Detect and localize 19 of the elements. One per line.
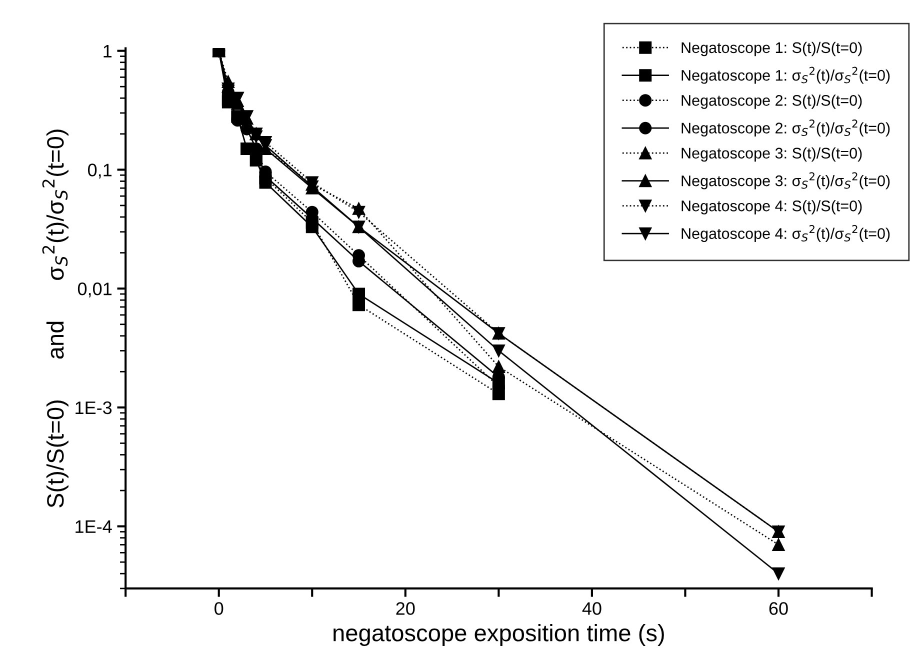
x-axis-title: negatoscope exposition time (s) (334, 624, 664, 646)
y-tick-label: 1E-4 (76, 520, 112, 533)
legend-label: Negatoscope 2: σ$_{S}$$^{2}$(t)/σ$_{S}$$^{2}$(t=0) (682, 120, 890, 137)
legend-label: Negatoscope 1: S(t)/S(t=0) (682, 42, 862, 56)
y-tick-label: 1 (104, 44, 112, 58)
legend-label: Negatoscope 4: S(t)/S(t=0) (682, 200, 862, 214)
legend-label: Negatoscope 3: σ$_{S}$$^{2}$(t)/σ$_{S}$$^{2}$(t=0) (682, 172, 890, 190)
y-tick-label: 0,01 (78, 282, 112, 298)
x-tick-label: 40 (582, 602, 602, 615)
legend-label: Negatoscope 2: S(t)/S(t=0) (682, 94, 862, 109)
legend-label: Negatoscope 4: σ$_{S}$$^{2}$(t)/σ$_{S}$$^{2}$(t=0) (682, 225, 890, 242)
y-tick-label: 1E-3 (76, 401, 112, 414)
x-tick-label: 0 (214, 602, 224, 615)
y-tick-label: 0,1 (88, 164, 112, 179)
legend-label: Negatoscope 3: S(t)/S(t=0) (682, 147, 862, 162)
x-tick-label: 20 (396, 602, 415, 615)
y-axis-title: S(t)/S(t=0) and σ$_{S}$$^{2}$(t)/σ$_{S}$$^{2}$(t=0) (42, 130, 68, 508)
x-tick-label: 60 (769, 602, 788, 615)
legend-label: Negatoscope 1: σ$_{S}$$^{2}$(t)/σ$_{S}$$^{2}$(t=0) (682, 66, 890, 84)
